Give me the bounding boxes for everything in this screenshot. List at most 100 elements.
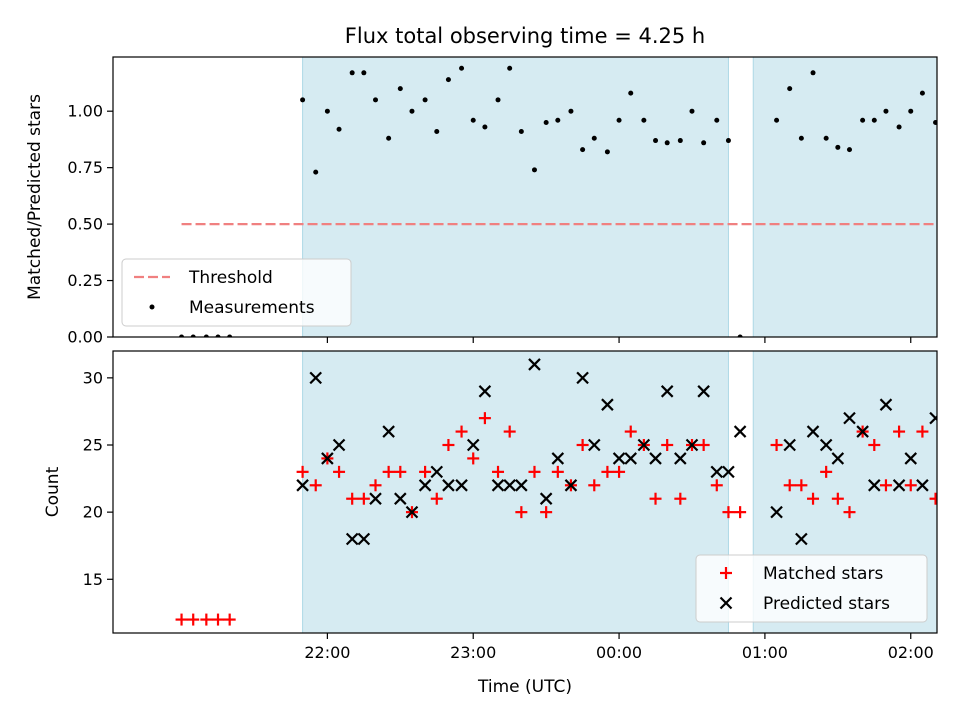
top-legend-box bbox=[121, 258, 352, 327]
legend-measurements-swatch bbox=[149, 304, 155, 310]
predicted-stars-point bbox=[430, 465, 444, 479]
matched-stars-point bbox=[551, 465, 564, 478]
measurements-point bbox=[568, 108, 574, 114]
bottom-axes-frame bbox=[112, 350, 938, 634]
matched-stars-point bbox=[770, 439, 783, 451]
predicted-stars-point bbox=[674, 452, 687, 465]
matched-stars-point bbox=[430, 492, 443, 505]
matched-stars-point bbox=[478, 412, 491, 425]
chart-title: Flux total observing time = 4.25 h bbox=[345, 24, 705, 48]
measurements-point bbox=[908, 108, 914, 114]
predicted-stars-point bbox=[478, 385, 492, 398]
predicted-stars-point bbox=[819, 438, 833, 452]
bottom-x-tick-label: 22:00 bbox=[304, 643, 350, 662]
bottom-x-tick-label: 23:00 bbox=[450, 643, 496, 662]
measurements-point bbox=[689, 108, 695, 114]
measurements-point bbox=[555, 117, 561, 123]
predicted-stars-point bbox=[953, 480, 960, 491]
measurements-point bbox=[737, 334, 743, 337]
matched-stars-point bbox=[467, 452, 480, 465]
predicted-stars-point bbox=[942, 520, 953, 531]
predicted-stars-point bbox=[296, 479, 309, 492]
measurements-point bbox=[349, 70, 355, 76]
predicted-stars-point bbox=[685, 438, 699, 452]
measurements-point bbox=[945, 152, 950, 157]
measurements-point bbox=[641, 117, 647, 123]
measurements-point bbox=[580, 147, 586, 153]
matched-stars-point bbox=[369, 479, 382, 492]
predicted-stars-point bbox=[892, 479, 906, 492]
top-y-tick-label: 0.25 bbox=[67, 271, 103, 290]
top-plot-area bbox=[179, 57, 950, 337]
bottom-x-tick-label: 02:00 bbox=[888, 643, 934, 662]
bottom-y-tick-label: 15 bbox=[83, 570, 103, 589]
matched-stars-point bbox=[916, 425, 929, 438]
measurements-point bbox=[313, 169, 319, 175]
predicted-stars-point bbox=[551, 452, 565, 465]
predicted-stars-point bbox=[722, 465, 735, 479]
matched-stars-point bbox=[831, 492, 844, 505]
measurements-point bbox=[227, 334, 233, 337]
measurements-point bbox=[300, 97, 306, 103]
measurements-point bbox=[409, 108, 415, 114]
bottom-y-tick-label: 30 bbox=[83, 368, 103, 387]
matched-stars-point bbox=[346, 492, 359, 505]
measurements-point bbox=[459, 65, 465, 71]
bottom-x-axis-label: Time (UTC) bbox=[477, 677, 572, 697]
predicted-stars-point bbox=[576, 371, 589, 385]
matched-stars-point bbox=[223, 613, 236, 626]
bottom-plot-area bbox=[175, 351, 960, 633]
measurements-point bbox=[860, 117, 866, 123]
predicted-stars-point bbox=[539, 492, 553, 505]
top-legend: Threshold Measurements bbox=[121, 258, 352, 327]
predicted-stars-point bbox=[612, 452, 626, 465]
matched-stars-point bbox=[588, 479, 601, 492]
measurements-point bbox=[883, 108, 889, 114]
top-y-tick-label: 0.75 bbox=[67, 158, 103, 177]
predicted-stars-point bbox=[795, 532, 808, 546]
bottom-x-tick-label: 00:00 bbox=[596, 643, 642, 662]
matched-stars-point bbox=[419, 465, 432, 478]
matched-stars-point bbox=[528, 465, 541, 478]
measurements-point bbox=[774, 117, 780, 123]
predicted-stars-point bbox=[442, 479, 455, 492]
predicted-stars-point bbox=[466, 438, 480, 452]
predicted-stars-point bbox=[770, 505, 783, 519]
matched-stars-point bbox=[722, 506, 735, 519]
measurements-point bbox=[604, 149, 610, 155]
measurements-point bbox=[543, 119, 549, 125]
legend-label: Matched stars bbox=[763, 564, 883, 584]
predicted-stars-point bbox=[321, 452, 334, 465]
measurements-point bbox=[324, 108, 330, 114]
measurements-point bbox=[422, 97, 428, 103]
predicted-stars-point bbox=[843, 411, 856, 425]
measurements-point bbox=[203, 334, 209, 337]
top-shaded-interval-2 bbox=[752, 57, 937, 337]
measurements-point bbox=[798, 135, 804, 141]
matched-stars-point bbox=[357, 492, 370, 505]
predicted-stars-point bbox=[904, 452, 918, 465]
measurements-point bbox=[434, 129, 440, 135]
predicted-stars-point bbox=[806, 425, 820, 438]
measurements-point bbox=[190, 334, 196, 337]
matched-stars-point bbox=[175, 613, 188, 626]
measurements-point bbox=[361, 70, 367, 76]
measurements-point bbox=[445, 77, 451, 83]
predicted-stars-point bbox=[660, 385, 674, 398]
bottom-y-tick-label: 25 bbox=[83, 436, 103, 455]
predicted-stars-point bbox=[382, 425, 395, 438]
legend-label: Predicted stars bbox=[763, 594, 890, 614]
matched-stars-point bbox=[296, 465, 309, 478]
matched-stars-point bbox=[576, 439, 589, 451]
matched-stars-point bbox=[624, 425, 637, 438]
bottom-legend-box bbox=[695, 554, 928, 623]
matched-stars-point bbox=[783, 479, 796, 492]
measurements-point bbox=[896, 124, 902, 130]
predicted-stars-point bbox=[879, 398, 893, 411]
matched-stars-point bbox=[515, 506, 528, 519]
matched-stars-point bbox=[820, 465, 833, 478]
matched-stars-point bbox=[674, 492, 687, 505]
predicted-stars-point bbox=[601, 398, 614, 411]
predicted-stars-point bbox=[345, 532, 359, 546]
bottom-shaded-interval-1 bbox=[302, 351, 729, 633]
